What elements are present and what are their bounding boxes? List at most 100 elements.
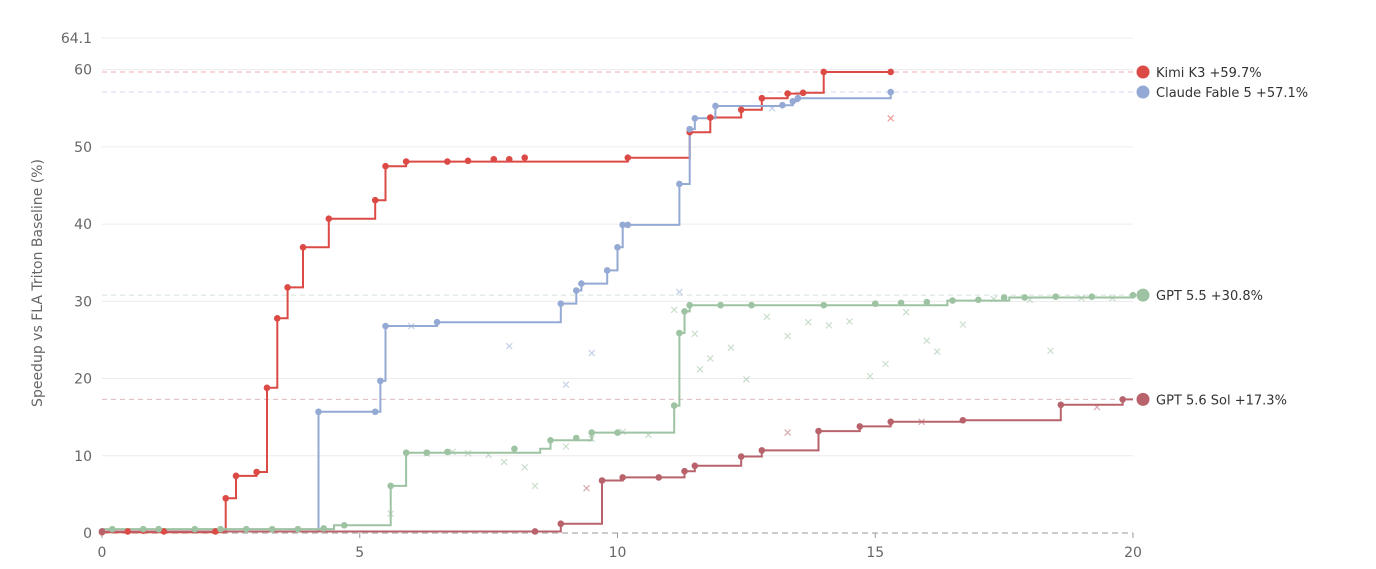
- legend-marker: [1136, 65, 1150, 79]
- series-point: [402, 158, 410, 165]
- series-point: [371, 196, 379, 204]
- series-point: [784, 90, 791, 97]
- legend-label: Claude Fable 5 +57.1%: [1156, 86, 1308, 101]
- series-point: [871, 300, 879, 307]
- attempt-cross: [887, 114, 895, 122]
- attempt-cross: [902, 308, 910, 316]
- attempt-cross: [588, 349, 596, 357]
- series-point: [923, 298, 931, 306]
- attempt-cross: [583, 484, 590, 492]
- series-point: [619, 474, 626, 481]
- y-tick-label: 20: [74, 372, 92, 388]
- x-tick-label: 0: [98, 545, 107, 561]
- attempt-cross: [562, 443, 570, 450]
- series-point: [619, 221, 626, 229]
- series-point: [387, 482, 394, 490]
- attempt-cross: [505, 342, 513, 350]
- x-tick-label: 20: [1124, 545, 1142, 561]
- attempt-cross: [706, 355, 714, 362]
- series-point: [681, 467, 688, 475]
- series-point: [897, 299, 905, 307]
- series-point: [490, 155, 498, 163]
- series-point: [856, 423, 864, 430]
- y-axis-ticks: 0 10 20 30 40 50 60 64.1: [61, 31, 92, 542]
- attempt-cross: [1047, 347, 1054, 355]
- series-point: [624, 154, 632, 161]
- series-point: [691, 115, 699, 122]
- attempt-cross: [923, 337, 931, 345]
- attempt-cross: [727, 344, 735, 352]
- series-point: [737, 106, 745, 114]
- series-point: [624, 221, 632, 229]
- series-point: [521, 154, 529, 161]
- series-point: [160, 528, 168, 535]
- legend-marker: [1136, 392, 1150, 406]
- series-point: [557, 520, 565, 528]
- legend-label: Kimi K3 +59.7%: [1156, 66, 1262, 81]
- y-tick-label: 30: [74, 294, 92, 310]
- series-point: [320, 525, 327, 532]
- series-point: [959, 416, 967, 424]
- series-point: [423, 449, 431, 456]
- attempt-cross: [882, 360, 889, 368]
- series-point: [887, 418, 895, 426]
- series-line: [102, 71, 891, 534]
- attempt-crosses: [387, 104, 1116, 518]
- series-point: [572, 434, 580, 442]
- series-point: [887, 68, 895, 76]
- series-point: [315, 408, 322, 416]
- series-point: [670, 402, 678, 409]
- series-point: [1119, 396, 1126, 403]
- attempt-cross: [846, 317, 853, 325]
- x-axis-ticks: 0 5 10 15 20: [98, 533, 1142, 561]
- series-point: [815, 427, 822, 435]
- attempt-cross: [866, 372, 874, 380]
- series-point: [603, 267, 611, 274]
- series-point: [975, 296, 982, 304]
- series-point: [217, 525, 224, 533]
- series-point: [779, 101, 786, 109]
- series-point: [676, 329, 683, 337]
- series-point: [686, 125, 693, 133]
- series-point: [794, 94, 802, 102]
- legend-label: GPT 5.5 +30.8%: [1156, 289, 1263, 304]
- series-point: [758, 94, 766, 102]
- series-point: [98, 528, 106, 535]
- series-point: [572, 287, 580, 294]
- series-point: [253, 468, 260, 476]
- attempt-cross: [825, 321, 833, 329]
- attempt-cross: [675, 288, 683, 296]
- series-point: [557, 300, 565, 307]
- series-point: [294, 525, 302, 533]
- series-point: [799, 89, 807, 97]
- series-point: [212, 528, 219, 535]
- series-point: [382, 162, 389, 170]
- y-tick-label: 10: [74, 449, 92, 465]
- final-value-reference-lines: [102, 71, 1133, 400]
- attempt-cross: [562, 381, 570, 389]
- series-point: [433, 318, 441, 326]
- series-point: [273, 315, 281, 322]
- y-tick-label: 64.1: [61, 31, 92, 47]
- series-point: [444, 448, 451, 456]
- series-point: [340, 521, 348, 529]
- attempt-cross: [670, 306, 678, 314]
- series-point: [191, 525, 199, 533]
- series-point: [737, 453, 745, 460]
- series-point: [155, 525, 163, 533]
- attempt-cross: [933, 348, 941, 355]
- series-point: [124, 528, 132, 535]
- series-point: [325, 215, 333, 223]
- attempt-cross: [521, 463, 529, 471]
- gridlines: [102, 37, 1133, 534]
- series-point: [284, 284, 291, 291]
- legend: Kimi K3 +59.7% Claude Fable 5 +57.1% GPT 5…: [1136, 65, 1308, 408]
- y-tick-label: 60: [74, 63, 92, 79]
- series-point: [676, 180, 683, 188]
- series-point: [1129, 291, 1137, 299]
- series-point: [444, 158, 451, 165]
- x-tick-label: 15: [866, 545, 884, 561]
- series-points: [98, 68, 1137, 536]
- attempt-cross: [742, 375, 750, 383]
- series-point: [464, 157, 472, 165]
